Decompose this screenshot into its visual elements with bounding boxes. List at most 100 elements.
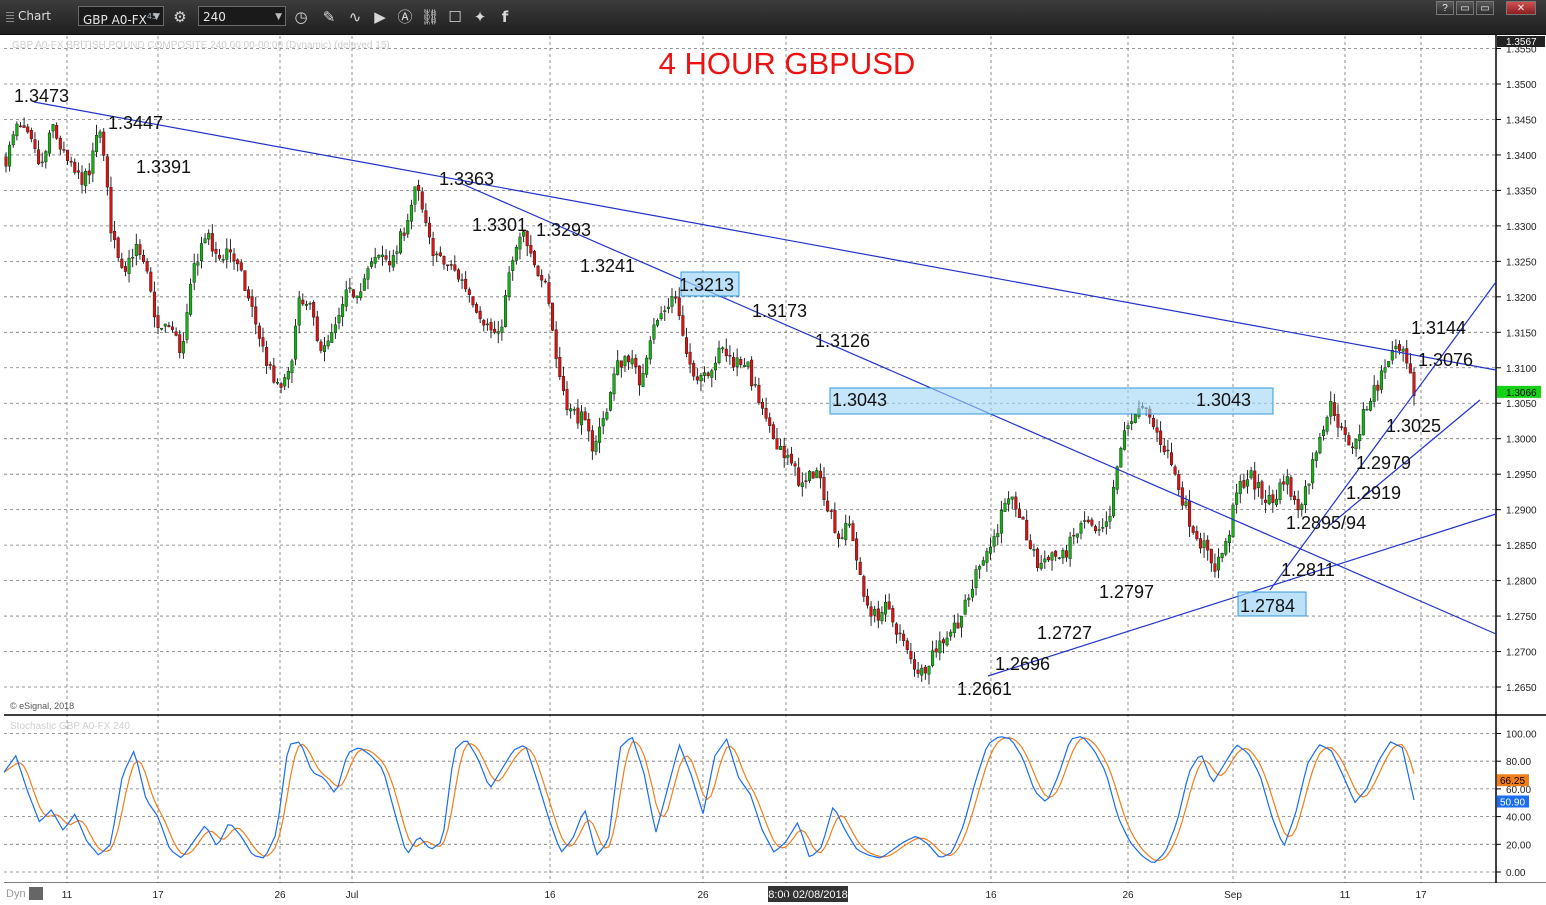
time-tick-label: 17 — [1415, 890, 1427, 901]
candle-body — [963, 599, 967, 615]
candle-body — [395, 251, 399, 254]
candle-body — [1195, 531, 1199, 540]
chevron-down-icon: ▼ — [275, 12, 282, 22]
candle-body — [880, 612, 884, 622]
candle-body — [22, 125, 26, 128]
candle-body — [304, 304, 308, 306]
dyn-label[interactable]: Dyn — [6, 888, 26, 900]
candle-body — [572, 409, 576, 411]
candle-body — [782, 445, 786, 458]
candle-body — [1278, 482, 1282, 501]
minimize-button[interactable]: ▭ — [1456, 1, 1474, 15]
candle-body — [551, 302, 555, 331]
price-tick-label: 1.2700 — [1506, 648, 1537, 659]
candle-body — [913, 659, 917, 670]
candle-body — [887, 601, 891, 610]
candle-body — [681, 315, 685, 336]
candle-body — [482, 319, 486, 326]
candle-body — [1318, 436, 1322, 454]
price-annotation: 1.2895/94 — [1286, 513, 1366, 533]
candle-body — [858, 561, 862, 576]
candle-body — [967, 597, 971, 601]
candle-body — [811, 471, 815, 479]
candle-body — [431, 238, 435, 256]
help-button[interactable]: ? — [1436, 1, 1454, 15]
candle-body — [692, 362, 696, 377]
lock-icon[interactable] — [29, 887, 43, 900]
trend-line — [1269, 281, 1497, 591]
candle-body — [891, 608, 895, 623]
candle-body — [1249, 470, 1253, 479]
price-annotation: 1.3293 — [536, 220, 591, 240]
candle-body — [1224, 541, 1228, 555]
candle-body — [18, 125, 22, 128]
candle-body — [225, 248, 229, 260]
price-annotation: 1.2979 — [1356, 453, 1411, 473]
symbol-field[interactable]: GBP A0-FX45 ▼ — [78, 6, 164, 27]
candle-body — [688, 351, 692, 365]
candle-body — [804, 480, 808, 482]
candle-body — [818, 470, 822, 479]
close-button[interactable]: ✕ — [1506, 1, 1536, 15]
candle-body — [580, 411, 584, 426]
candle-body — [1083, 520, 1087, 522]
link-icon[interactable]: ⛓ — [420, 8, 440, 26]
price-annotation: 1.3213 — [679, 275, 734, 295]
twitter-icon[interactable]: ✦ — [473, 8, 487, 26]
candle-body — [695, 376, 699, 381]
candle-body — [768, 417, 772, 426]
alert-icon[interactable]: Ⓐ — [397, 8, 413, 26]
candle-body — [992, 536, 996, 547]
candle-body — [822, 477, 826, 500]
candle-body — [1383, 367, 1387, 373]
candle-body — [1057, 557, 1061, 559]
facebook-icon[interactable]: f — [501, 8, 509, 26]
candle-body — [999, 510, 1003, 534]
maximize-button[interactable]: ▭ — [1476, 1, 1494, 15]
cursor-time: 8:00 02/08/2018 — [768, 889, 848, 901]
candle-body — [760, 402, 764, 409]
candle-body — [598, 426, 602, 443]
candle-body — [47, 132, 51, 154]
settings-icon[interactable]: ⚙ — [173, 8, 187, 26]
chart-title: 4 HOUR GBPUSD — [659, 46, 916, 81]
candle-body — [449, 264, 453, 266]
candle-body — [1112, 486, 1116, 517]
candle-body — [464, 278, 468, 290]
price-annotation: 1.3043 — [832, 390, 887, 410]
candle-body — [869, 606, 873, 617]
comment-icon[interactable]: ☐ — [448, 8, 462, 26]
candle-body — [717, 347, 721, 363]
indicator-icon[interactable]: ∿ — [348, 8, 362, 26]
candle-body — [623, 356, 627, 367]
price-annotation: 1.3126 — [815, 331, 870, 351]
candle-body — [699, 375, 703, 382]
candle-body — [884, 601, 888, 615]
candle-body — [1408, 363, 1412, 374]
candle-body — [471, 296, 475, 306]
interval-field[interactable]: 240 ▼ — [198, 6, 286, 26]
candle-body — [775, 438, 779, 450]
stoch-k-label: 66.25 — [1500, 776, 1525, 787]
candle-body — [109, 187, 113, 234]
candle-body — [178, 334, 182, 353]
time-tick-label: Sep — [1224, 890, 1242, 901]
candle-body — [703, 372, 707, 376]
candle-body — [663, 310, 667, 312]
candle-body — [330, 332, 334, 343]
stoch-d-box — [1497, 795, 1529, 808]
clock-icon[interactable]: ◷ — [294, 8, 308, 26]
time-axis-labels: 11 17 26 Jul 16 26 1 16 26 Sep 11 17 — [62, 890, 1427, 901]
candle-body — [105, 156, 109, 188]
candle-body — [189, 283, 193, 315]
candle-body — [326, 340, 330, 347]
candle-body — [847, 523, 851, 526]
play-icon[interactable]: ▶ — [374, 8, 386, 26]
candle-body — [388, 261, 392, 266]
candle-body — [1260, 481, 1264, 499]
candle-body — [590, 430, 594, 452]
pencil-icon[interactable]: ✎ — [322, 8, 336, 26]
candle-body — [949, 631, 953, 637]
candle-body — [218, 254, 222, 259]
